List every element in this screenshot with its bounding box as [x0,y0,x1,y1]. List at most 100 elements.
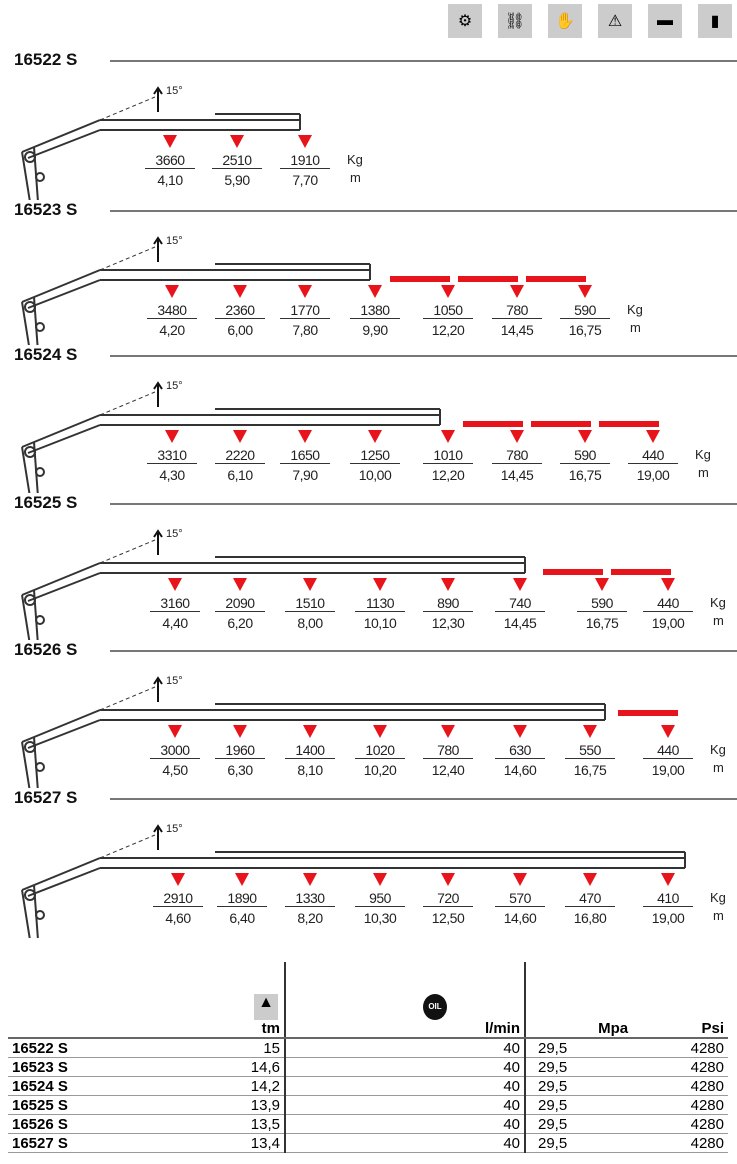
load-kg: 1130 [355,595,405,612]
model-title: 16527 S [14,788,84,808]
load-chart-section: 16524 S 15° 3310 4,30 2220 6,10 1650 7,90 1250 1… [0,345,737,495]
moment-cell: 13,9 [136,1095,285,1115]
unit-kg: Kg [695,447,711,462]
load-point-triangle [165,430,179,443]
load-point-triangle [373,873,387,886]
boom-sections [100,703,606,721]
load-point-triangle [578,430,592,443]
crane-column [21,857,101,938]
load-point-triangle [373,725,387,738]
psi-cell: 4280 [632,1057,728,1077]
load-kg: 780 [492,447,542,464]
load-point-triangle [441,873,455,886]
model-title: 16526 S [14,640,84,660]
load-point-triangle [303,578,317,591]
crane-column [21,269,101,350]
angle-label: 15° [166,675,183,687]
boom-sections [100,263,371,281]
unit-kg: Kg [710,742,726,757]
load-distance-m: 8,20 [297,910,323,926]
model-cell: 16524 S [8,1076,136,1096]
load-distance-m: 16,75 [568,467,602,483]
table-row: 16522 S 15 40 29,5 4280 [8,1038,728,1058]
load-kg: 630 [495,742,545,759]
load-kg: 1650 [280,447,330,464]
model-cell: 16523 S [8,1057,136,1077]
moment-cell: 13,5 [136,1114,285,1134]
flow-cell: 40 [284,1076,525,1096]
extension-bar [611,569,671,575]
section-rule [110,503,737,505]
unit-kg: Kg [627,302,643,317]
load-distance-m: 19,00 [651,762,685,778]
linkage-icon: ⛓ [498,4,532,38]
load-kg: 1050 [423,302,473,319]
load-point-triangle [661,725,675,738]
angle-dashed-line [99,539,156,564]
boom-sections [100,113,301,131]
load-point-triangle [233,578,247,591]
load-point-triangle [661,873,675,886]
load-distance-m: 12,20 [431,467,465,483]
rig-cylinder-icon: ▬ [648,4,682,38]
load-distance-m: 4,40 [162,615,188,631]
load-point-triangle [233,430,247,443]
load-kg: 780 [423,742,473,759]
load-kg: 890 [423,595,473,612]
load-distance-m: 4,10 [157,172,183,188]
load-chart-section: 16527 S 15° 2910 4,60 1890 6,40 1330 8,20 950 10… [0,788,737,938]
crane-boom-diagram: 15° [21,380,660,495]
load-distance-m: 12,30 [431,615,465,631]
load-point-triangle [646,430,660,443]
load-point-triangle [163,135,177,148]
psi-cell: 4280 [632,1133,728,1153]
load-distance-m: 6,10 [227,467,253,483]
angle-arrow-icon [153,381,163,407]
load-point-triangle [441,285,455,298]
table-row: 16525 S 13,9 40 29,5 4280 [8,1095,728,1115]
stabilizer-icon: ▮ [698,4,732,38]
load-kg: 3000 [150,742,200,759]
load-kg: 2220 [215,447,265,464]
load-distance-m: 12,40 [431,762,465,778]
load-kg: 440 [643,595,693,612]
load-kg: 780 [492,302,542,319]
load-distance-m: 10,00 [358,467,392,483]
table-row: 16527 S 13,4 40 29,5 4280 [8,1133,728,1153]
lifting-moment-icon: ▲ [254,994,278,1020]
load-distance-m: 5,90 [224,172,250,188]
load-point-triangle [583,873,597,886]
load-kg: 1510 [285,595,335,612]
load-kg: 440 [628,447,678,464]
unit-m: m [698,465,709,480]
load-distance-m: 16,75 [568,322,602,338]
moment-header: ▲ tm [136,962,285,1039]
load-point-triangle [513,873,527,886]
unit-m: m [713,613,724,628]
extension-bar [390,276,450,282]
mpa-cell: 29,5 [523,1114,633,1134]
load-distance-m: 16,75 [585,615,619,631]
load-point-triangle [661,578,675,591]
load-distance-m: 6,40 [229,910,255,926]
unit-kg: Kg [710,595,726,610]
unit-m: m [630,320,641,335]
load-kg: 2510 [212,152,262,169]
unit-m: m [713,760,724,775]
load-point-triangle [171,873,185,886]
load-kg: 1400 [285,742,335,759]
crane-load-icon: ⚠ [598,4,632,38]
table-row: 16523 S 14,6 40 29,5 4280 [8,1057,728,1077]
model-title: 16522 S [14,50,84,70]
load-point-triangle [513,578,527,591]
flow-header: OIL l/min [284,962,525,1039]
load-point-triangle [233,285,247,298]
load-point-triangle [373,578,387,591]
load-kg: 1910 [280,152,330,169]
crane-boom-diagram: 15° [21,235,592,350]
load-kg: 590 [560,302,610,319]
section-rule [110,650,737,652]
load-distance-m: 14,45 [503,615,537,631]
load-kg: 550 [565,742,615,759]
moment-unit: tm [261,1020,280,1037]
